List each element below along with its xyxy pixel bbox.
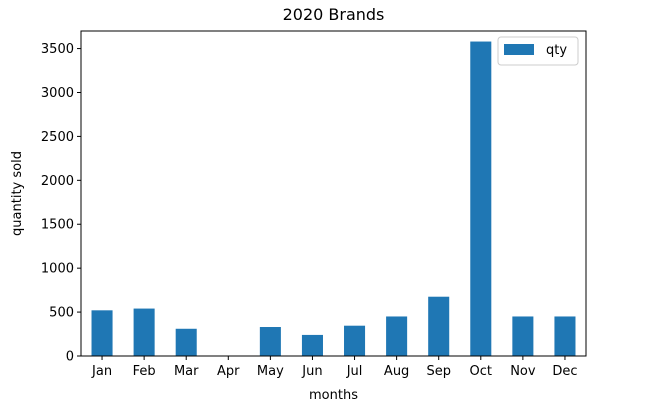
bar-dec [554,316,576,356]
y-tick-label: 3500 [41,42,74,57]
x-tick-label: Apr [217,364,240,379]
bar-feb [133,308,155,356]
bar-mar [175,328,197,356]
bar-nov [512,316,534,356]
x-axis-label: months [309,388,358,403]
x-tick-label: Nov [510,364,536,379]
x-tick-label: Oct [470,364,492,379]
bar-may [259,327,281,356]
x-tick-label: Jul [346,364,363,379]
y-axis: 0 500 1000 1500 2000 2500 3000 3500 [41,42,81,365]
bar-aug [386,316,408,356]
chart-title: 2020 Brands [283,5,385,24]
x-tick-label: Feb [133,364,156,379]
bar-oct [470,41,492,356]
x-tick-label: Jan [91,364,112,379]
x-tick-label: Dec [552,364,577,379]
y-tick-label: 3000 [41,86,74,101]
bars-group [91,41,576,356]
x-tick-label: Jun [301,364,322,379]
bar-jul [344,325,366,356]
legend-swatch [504,44,534,55]
bar-jan [91,310,113,356]
y-tick-label: 500 [49,306,74,321]
x-tick-label: Aug [384,364,409,379]
bar-sep [428,296,450,356]
plot-frame [80,30,587,357]
x-tick-label: Sep [426,364,451,379]
y-tick-label: 2500 [41,130,74,145]
y-tick-label: 1500 [41,218,74,233]
x-tick-label: May [257,364,284,379]
y-tick-label: 1000 [41,262,74,277]
y-axis-label: quantity sold [10,151,25,236]
x-tick-label: Mar [174,364,199,379]
legend: qty [497,36,579,66]
y-tick-label: 2000 [41,174,74,189]
y-tick-label: 0 [66,350,74,365]
legend-label-qty: qty [546,43,567,58]
x-axis: Jan Feb Mar Apr May Jun Jul Aug Sep Oct Nov Dec [91,356,578,379]
bar-jun [301,334,323,356]
